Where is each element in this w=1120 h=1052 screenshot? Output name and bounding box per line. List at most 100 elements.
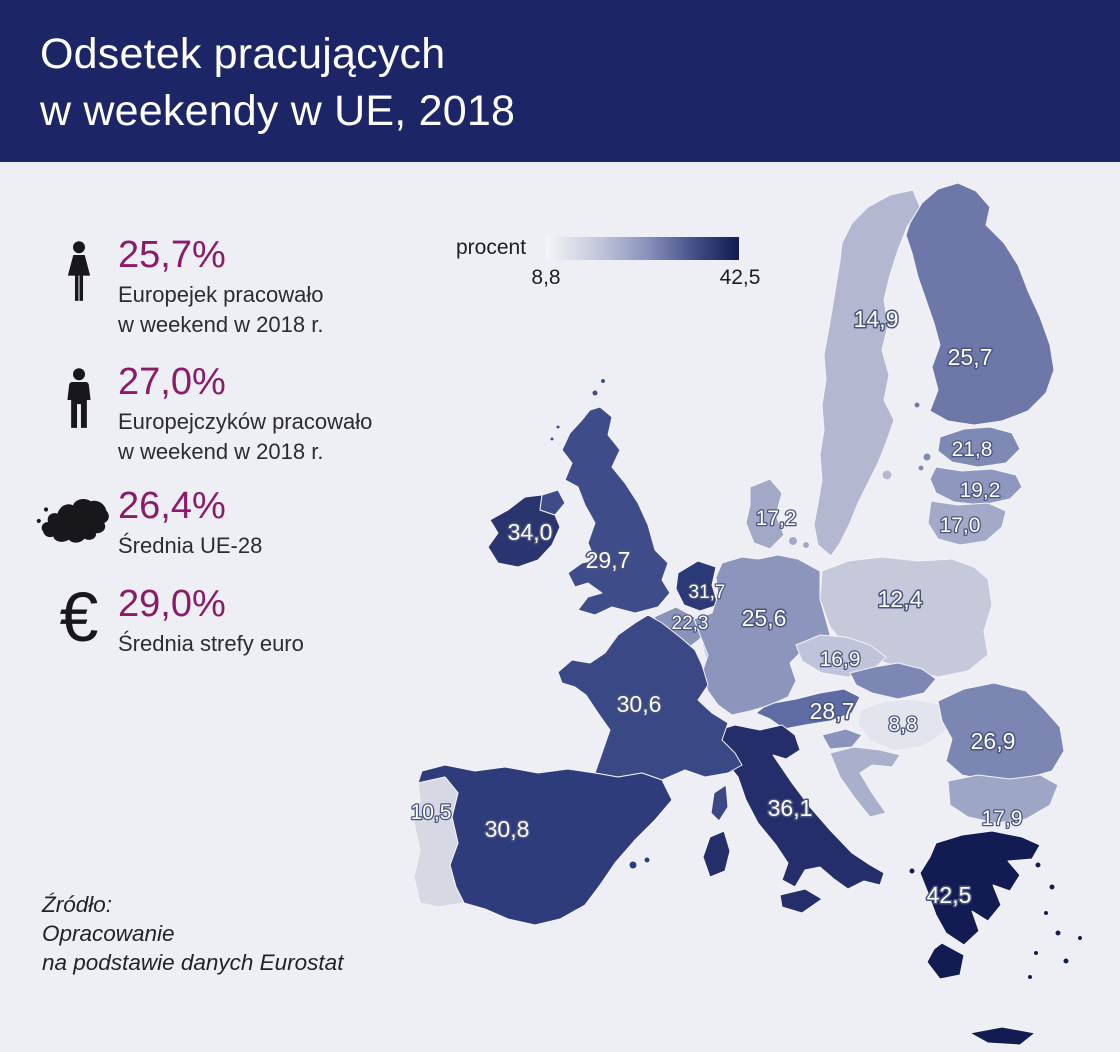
euro-glyph: €	[59, 578, 99, 656]
country-france	[557, 614, 743, 781]
country-lithuania	[927, 500, 1007, 546]
stat-men-desc-line2: w weekend w 2018 r.	[118, 439, 324, 464]
region-peloponnese	[926, 942, 965, 980]
value-label-estonia: 21,8	[952, 438, 993, 461]
country-croatia	[829, 746, 901, 818]
stat-eu28-value: 26,4%	[118, 485, 226, 527]
page-title: Odsetek pracujących w weekendy w UE, 201…	[40, 26, 515, 140]
island-hiiumaa	[917, 464, 925, 472]
value-label-bulgaria: 17,9	[982, 807, 1023, 830]
legend-min-value: 8,8	[531, 266, 561, 289]
country-portugal	[413, 776, 465, 908]
legend-gradient-bar	[546, 237, 739, 260]
island-aegean-2	[1048, 883, 1056, 891]
country-greece	[919, 830, 1041, 946]
country-latvia	[929, 466, 1023, 506]
island-aegean-3	[1043, 910, 1049, 916]
island-aegean-6	[1077, 935, 1083, 941]
country-bulgaria	[947, 774, 1059, 824]
value-label-netherlands: 31,7	[689, 582, 726, 603]
value-label-hungary: 8,8	[888, 713, 917, 736]
value-label-romania: 26,9	[971, 728, 1016, 754]
island-corsica	[710, 784, 729, 822]
stat-euro-area-desc-line1: Średnia strefy euro	[118, 631, 304, 656]
island-aegean-4	[1054, 929, 1062, 937]
value-label-poland: 12,4	[878, 586, 923, 612]
country-hungary	[857, 698, 953, 752]
stat-women-desc-line2: w weekend w 2018 r.	[118, 312, 324, 337]
island-gotland	[881, 469, 893, 481]
island-crete	[969, 1026, 1036, 1046]
island-orkney	[591, 389, 599, 397]
legend-max-value: 42,5	[719, 266, 761, 289]
value-label-france: 30,6	[617, 691, 662, 717]
country-czechia	[795, 634, 887, 678]
value-label-greece: 42,5	[927, 882, 972, 908]
value-label-czechia: 16,9	[820, 648, 861, 671]
value-label-belgium: 22,3	[672, 613, 709, 634]
island-corfu	[908, 867, 916, 875]
country-italy	[707, 724, 885, 890]
legend-label: procent	[456, 236, 527, 259]
stat-women-desc-line1: Europejek pracowało	[118, 282, 324, 307]
country-austria	[755, 688, 861, 730]
stat-women: 25,7% Europejek pracowało w weekend w 20…	[40, 233, 420, 340]
stat-euro-area-desc: Średnia strefy euro	[118, 629, 420, 659]
country-finland	[905, 182, 1055, 426]
stat-men-desc: Europejczyków pracowało w weekend w 2018…	[118, 407, 420, 467]
country-sweden	[813, 189, 921, 557]
stat-euro-area: € 29,0% Średnia strefy euro	[40, 582, 420, 659]
island-sicily	[779, 888, 823, 914]
value-label-italy: 36,1	[768, 795, 813, 821]
island-mallorca	[628, 860, 638, 870]
value-label-spain: 30,8	[485, 816, 530, 842]
island-hebrides-1	[555, 424, 561, 430]
value-label-finland: 25,7	[948, 344, 993, 370]
island-funen	[802, 541, 810, 549]
region-northern-ireland	[539, 489, 566, 516]
euro-icon: €	[40, 582, 118, 652]
value-label-latvia: 19,2	[960, 479, 1001, 502]
island-menorca	[643, 856, 651, 864]
value-label-germany: 25,6	[742, 605, 787, 631]
island-saaremaa	[922, 452, 932, 462]
page-title-line2: w weekendy w UE, 2018	[40, 87, 516, 135]
value-label-lithuania: 17,0	[940, 514, 981, 537]
europe-choropleth-map: 14,9 25,7 21,8 19,2 17,0 17,2 34,0 29,7 …	[409, 182, 1083, 1046]
stat-women-desc: Europejek pracowało w weekend w 2018 r.	[118, 280, 420, 340]
island-aland	[913, 401, 921, 409]
man-icon	[40, 368, 118, 435]
island-aegean-5	[1033, 950, 1039, 956]
stat-men-value: 27,0%	[118, 361, 226, 403]
stat-men-desc-line1: Europejczyków pracowało	[118, 409, 373, 434]
country-germany	[693, 554, 835, 716]
stat-women-value: 25,7%	[118, 234, 226, 276]
value-label-denmark: 17,2	[756, 507, 797, 530]
stat-men: 27,0% Europejczyków pracowało w weekend …	[40, 360, 420, 467]
stat-eu28-desc: Średnia UE-28	[118, 531, 420, 561]
country-united-kingdom	[561, 406, 671, 616]
island-aegean-1	[1034, 861, 1042, 869]
island-rhodes	[1062, 957, 1070, 965]
island-aegean-7	[1027, 974, 1033, 980]
woman-icon	[40, 241, 118, 308]
source-line3: na podstawie danych Eurostat	[42, 950, 344, 975]
stat-euro-area-value: 29,0%	[118, 583, 226, 625]
island-shetland	[600, 378, 606, 384]
page-title-line1: Odsetek pracujących	[40, 30, 446, 78]
value-label-sweden: 14,9	[854, 306, 899, 332]
country-denmark	[745, 478, 785, 550]
country-estonia	[937, 426, 1021, 468]
source-note: Źródło: Opracowanie na podstawie danych …	[42, 890, 343, 977]
value-label-ireland: 34,0	[508, 519, 553, 545]
source-line1: Źródło:	[42, 892, 113, 917]
country-slovenia	[821, 728, 863, 750]
stat-eu28: 26,4% Średnia UE-28	[36, 484, 420, 561]
value-label-austria: 28,7	[810, 698, 855, 724]
country-romania	[937, 682, 1065, 782]
source-line2: Opracowanie	[42, 921, 175, 946]
europe-map-icon	[32, 496, 110, 555]
country-slovakia	[849, 662, 937, 700]
value-label-united-kingdom: 29,7	[586, 547, 631, 573]
